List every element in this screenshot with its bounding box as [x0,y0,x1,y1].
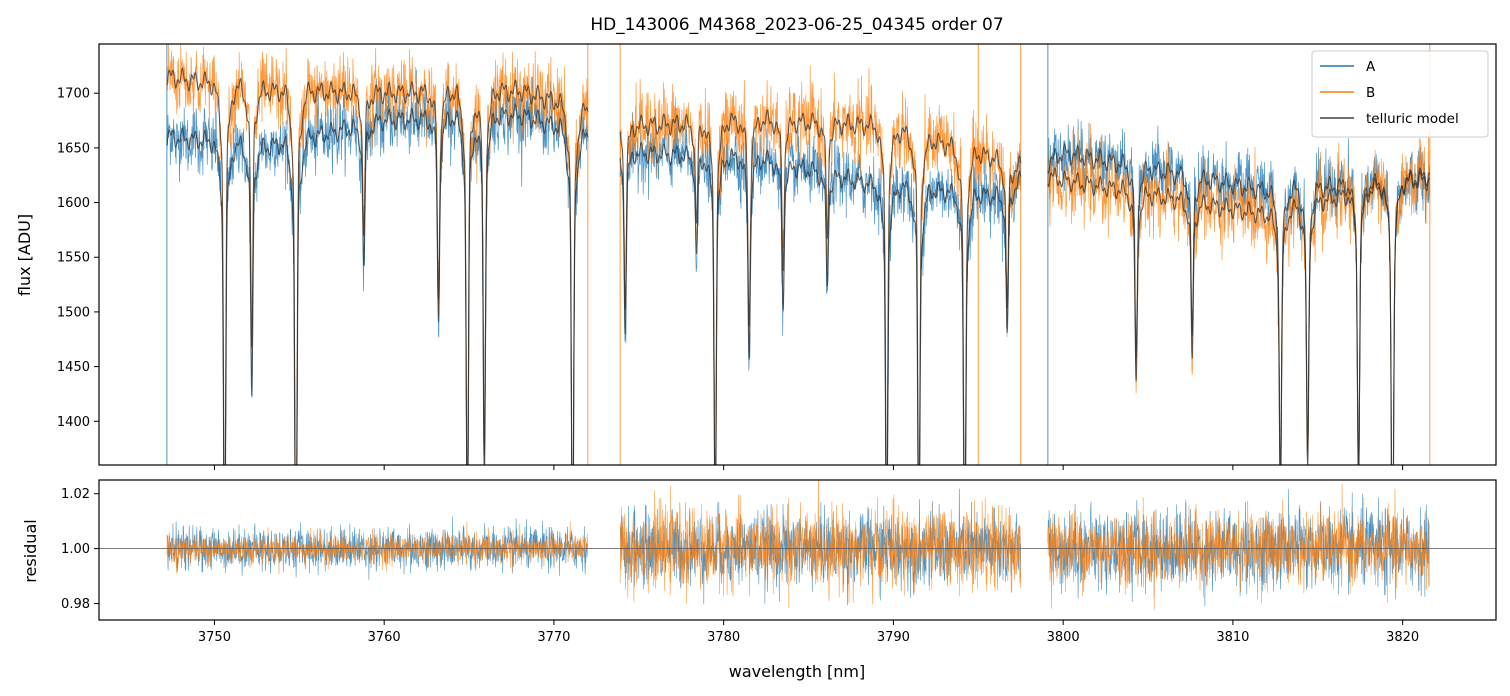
telluric-model-line [166,103,589,465]
telluric-model-line [619,109,1022,465]
xlabel: wavelength [nm] [729,662,866,681]
flux-ytick-label: 1450 [57,360,90,375]
telluric-model-line [1047,142,1431,465]
telluric-model-line [1047,167,1431,465]
residual-axes-frame [98,479,1497,621]
residual-panel: 0.98 1.00 1.02 3750 3760 3770 3780 3790 3800 381… [21,479,1497,681]
legend: A B telluric model [1311,50,1489,138]
residual-ylabel: residual [21,519,40,582]
residual-xtick-label: 3770 [537,630,570,645]
residual-line-b [619,480,1021,609]
chart-title: HD_143006_M4368_2023-06-25_04345 order 0… [590,15,1003,35]
residual-xtick-label: 3780 [707,630,740,645]
telluric-model-line [619,141,1022,465]
flux-ytick-label: 1400 [57,415,90,430]
legend-label-a: A [1366,59,1376,75]
telluric-model-line [166,67,589,465]
flux-line-b [1047,123,1431,465]
residual-xtick-label: 3790 [877,630,910,645]
flux-ytick-label: 1700 [57,87,90,102]
legend-box [1311,50,1489,138]
flux-axes-frame [98,43,1497,466]
residual-ytick-label: 0.98 [61,597,90,612]
flux-ytick-label: 1650 [57,141,90,156]
residual-xtick-label: 3800 [1047,630,1080,645]
residual-xtick-label: 3820 [1386,630,1419,645]
residual-line-b [1047,484,1430,610]
flux-ytick-label: 1600 [57,196,90,211]
flux-line-b [166,44,589,465]
legend-label-telluric: telluric model [1366,111,1459,127]
legend-label-b: B [1366,85,1375,101]
residual-ytick-label: 1.00 [61,542,90,557]
residual-xtick-label: 3750 [198,630,231,645]
flux-ytick-label: 1500 [57,305,90,320]
residual-ytick-label: 1.02 [61,487,90,502]
flux-ytick-label: 1550 [57,251,90,266]
residual-line-b [166,521,588,575]
residual-xtick-label: 3760 [368,630,401,645]
flux-ylabel: flux [ADU] [15,214,34,296]
residual-xtick-label: 3810 [1216,630,1249,645]
